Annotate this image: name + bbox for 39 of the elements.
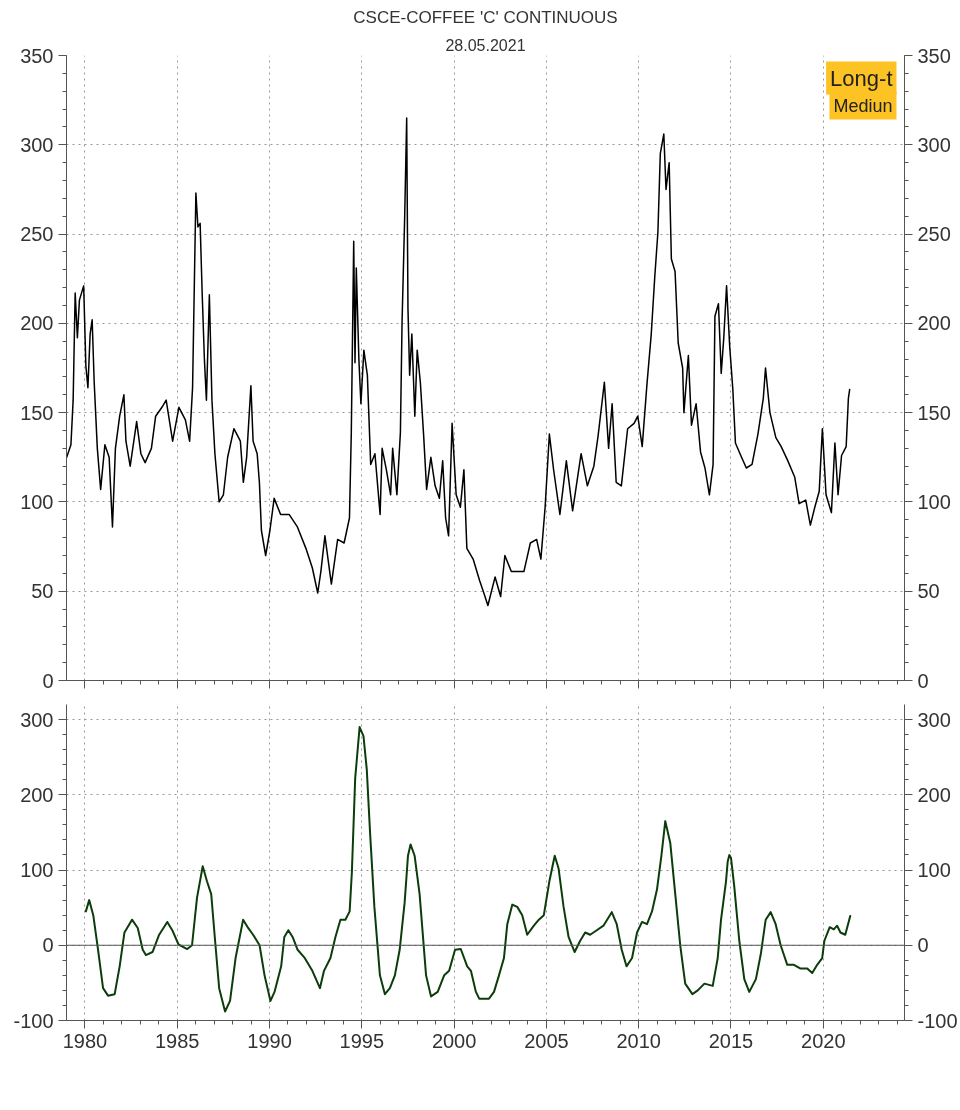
y2-tick-label: 0 bbox=[917, 669, 929, 692]
x-tick-label: 1990 bbox=[247, 1029, 292, 1052]
y2-tick-label: 350 bbox=[917, 44, 951, 67]
y-tick-label: 200 bbox=[20, 783, 54, 806]
y2-tick-label: 100 bbox=[917, 859, 951, 882]
y2-tick-label: 150 bbox=[917, 401, 951, 424]
y2-tick-label: -100 bbox=[917, 1009, 958, 1032]
chart-title: CSCE-COFFEE 'C' CONTINUOUS bbox=[353, 7, 618, 27]
x-tick-label: 2005 bbox=[524, 1029, 569, 1052]
y2-tick-label: 250 bbox=[917, 223, 951, 246]
y2-tick-label: 200 bbox=[917, 783, 951, 806]
y2-tick-label: 50 bbox=[917, 580, 940, 603]
y-tick-label: 100 bbox=[20, 859, 54, 882]
y-tick-label: 300 bbox=[20, 708, 54, 731]
x-tick-label: 1995 bbox=[339, 1029, 385, 1052]
y-tick-label: 0 bbox=[42, 669, 54, 692]
y2-tick-label: 100 bbox=[917, 490, 951, 513]
y-tick-label: 350 bbox=[20, 44, 54, 67]
y-tick-label: -100 bbox=[13, 1009, 54, 1032]
y2-tick-label: 300 bbox=[917, 708, 951, 731]
y2-tick-label: 0 bbox=[917, 934, 929, 957]
y-tick-label: 300 bbox=[20, 133, 54, 156]
x-tick-label: 2020 bbox=[801, 1029, 846, 1052]
x-tick-label: 1980 bbox=[62, 1029, 108, 1052]
y2-tick-label: 200 bbox=[917, 312, 951, 335]
y-tick-label: 150 bbox=[20, 401, 54, 424]
y2-tick-label: 300 bbox=[917, 133, 951, 156]
y-tick-label: 100 bbox=[20, 490, 54, 513]
x-tick-label: 2015 bbox=[708, 1029, 754, 1052]
y-tick-label: 250 bbox=[20, 223, 54, 246]
x-tick-label: 2010 bbox=[616, 1029, 661, 1052]
x-tick-label: 2000 bbox=[431, 1029, 477, 1052]
y-tick-label: 0 bbox=[42, 934, 54, 957]
annotation: Long-t bbox=[830, 65, 893, 91]
chart-subtitle: 28.05.2021 bbox=[445, 36, 526, 54]
annotation: Mediun bbox=[833, 95, 893, 116]
y-tick-label: 200 bbox=[20, 312, 54, 335]
y-tick-label: 50 bbox=[31, 580, 54, 603]
x-tick-label: 1985 bbox=[155, 1029, 200, 1052]
